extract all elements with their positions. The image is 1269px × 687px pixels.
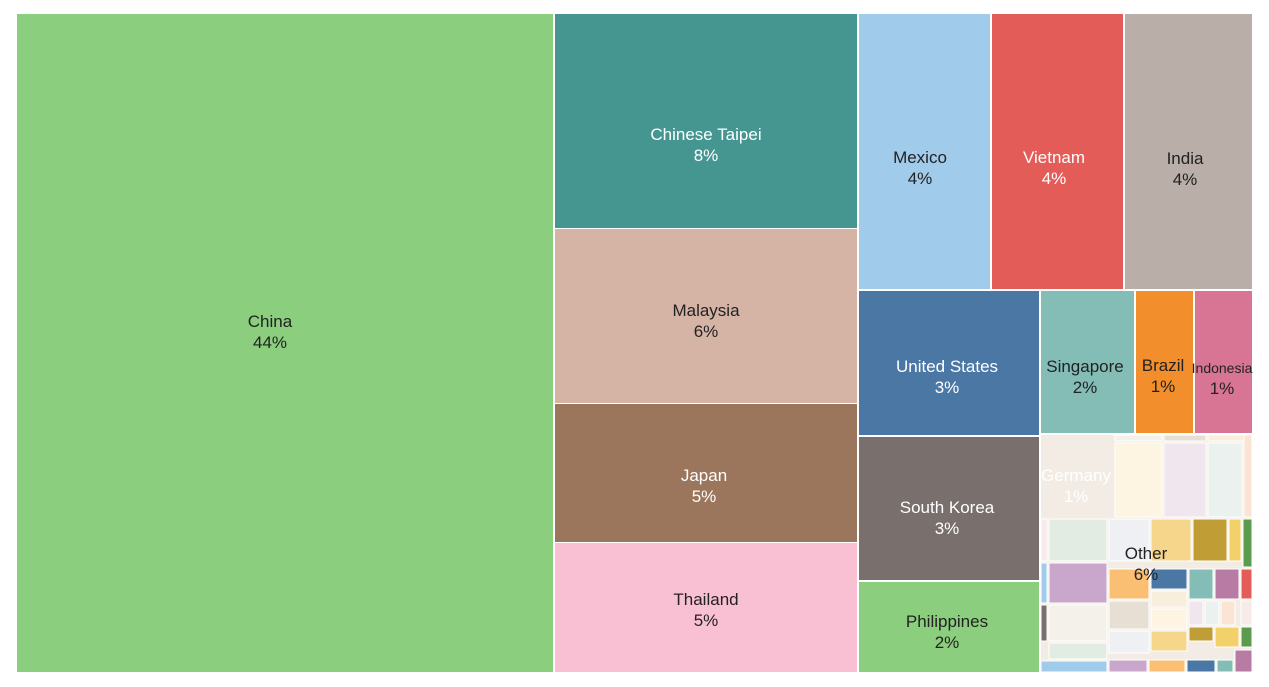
tile-vietnam (992, 14, 1123, 289)
value-india: 4% (1173, 170, 1198, 189)
other-segment (1242, 518, 1253, 568)
labels-layer: China 44% Chinese Taipei 8% Malaysia 6% Japan 5… (248, 125, 1253, 652)
label-united-states: United States (896, 357, 998, 376)
value-united-states: 3% (935, 378, 960, 397)
other-segment (1048, 562, 1108, 604)
label-china: China (248, 312, 293, 331)
value-china: 44% (253, 333, 287, 352)
other-segment (1048, 604, 1108, 642)
other-segment (1243, 434, 1253, 518)
tile-singapore (1041, 291, 1134, 433)
other-segment (1150, 568, 1188, 590)
other-segment (1150, 608, 1188, 630)
other-segment (1188, 600, 1204, 626)
other-segment (1150, 590, 1188, 608)
other-segment (1163, 442, 1207, 518)
other-segment (1114, 434, 1163, 442)
other-segment (1234, 649, 1253, 673)
value-indonesia: 1% (1210, 379, 1235, 398)
label-philippines: Philippines (906, 612, 988, 631)
other-segment (1108, 518, 1150, 562)
tile-japan (555, 404, 857, 542)
label-other: Other (1125, 544, 1168, 563)
other-segment (1108, 568, 1150, 600)
tile-india (1125, 14, 1252, 289)
value-brazil: 1% (1151, 377, 1176, 396)
label-japan: Japan (681, 466, 727, 485)
other-segment (1114, 442, 1163, 518)
other-segment (1240, 568, 1253, 600)
other-segment (1108, 659, 1148, 673)
label-mexico: Mexico (893, 148, 947, 167)
value-chinese-taipei: 8% (694, 146, 719, 165)
label-thailand: Thailand (673, 590, 738, 609)
tile-united-states (859, 291, 1039, 435)
other-segment (1048, 642, 1108, 660)
other-segment (1040, 660, 1108, 673)
label-south-korea: South Korea (900, 498, 995, 517)
value-south-korea: 3% (935, 519, 960, 538)
other-segment (1240, 600, 1253, 626)
value-japan: 5% (692, 487, 717, 506)
label-chinese-taipei: Chinese Taipei (650, 125, 761, 144)
other-segment (1240, 626, 1253, 648)
tile-thailand (555, 543, 857, 672)
value-mexico: 4% (908, 169, 933, 188)
other-segment (1040, 562, 1048, 604)
other-segment (1150, 518, 1192, 562)
other-segment (1216, 659, 1234, 673)
value-singapore: 2% (1073, 378, 1098, 397)
other-segment (1040, 518, 1048, 562)
other-segment (1108, 600, 1150, 630)
tile-china (17, 14, 553, 672)
tile-indonesia (1195, 291, 1252, 433)
label-singapore: Singapore (1046, 357, 1124, 376)
label-indonesia: Indonesia (1192, 360, 1253, 376)
other-segment (1188, 568, 1214, 600)
other-segment (1192, 518, 1228, 562)
other-segment (1186, 659, 1216, 673)
other-segment (1108, 630, 1150, 654)
label-germany: Germany (1041, 466, 1111, 485)
tile-malaysia (555, 229, 857, 403)
other-segment (1188, 626, 1214, 642)
value-philippines: 2% (935, 633, 960, 652)
tile-mexico (859, 14, 990, 289)
label-malaysia: Malaysia (672, 301, 740, 320)
tile-south-korea (859, 437, 1039, 580)
tile-brazil (1136, 291, 1193, 433)
value-germany: 1% (1064, 487, 1089, 506)
value-thailand: 5% (694, 611, 719, 630)
tiles-layer (17, 14, 1252, 672)
other-segment (1214, 568, 1240, 600)
other-segment (1163, 434, 1207, 442)
label-brazil: Brazil (1142, 356, 1185, 375)
tile-chinese-taipei (555, 14, 857, 228)
tile-philippines (859, 582, 1039, 672)
value-other: 6% (1134, 565, 1159, 584)
other-segment (1040, 604, 1048, 642)
other-segment (1204, 600, 1220, 626)
label-vietnam: Vietnam (1023, 148, 1085, 167)
other-segment (1048, 518, 1108, 562)
other-segment (1214, 626, 1240, 648)
other-segment (1148, 659, 1186, 673)
other-segment (1207, 442, 1243, 518)
label-india: India (1167, 149, 1204, 168)
value-vietnam: 4% (1042, 169, 1067, 188)
other-segment (1228, 518, 1242, 562)
other-segment (1150, 630, 1188, 652)
value-malaysia: 6% (694, 322, 719, 341)
other-mosaic (1040, 434, 1253, 673)
other-segment (1220, 600, 1236, 626)
